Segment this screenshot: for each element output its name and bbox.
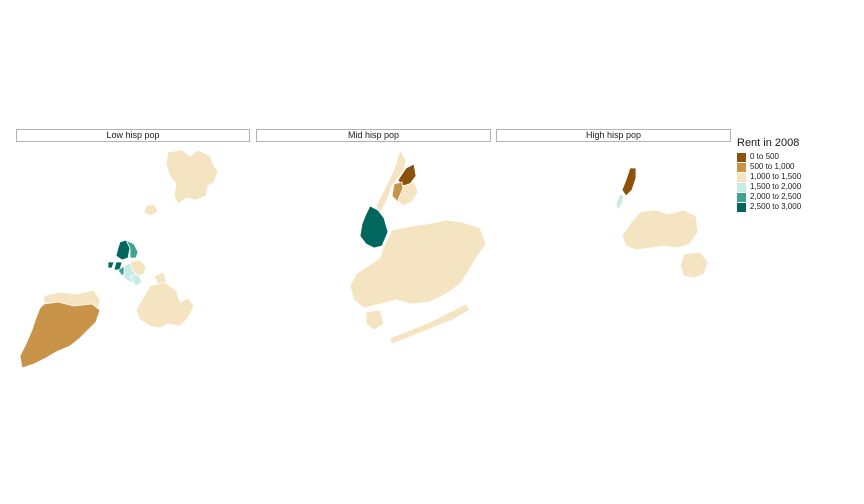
region-mid-rockaway [389, 303, 471, 345]
legend-label: 1,500 to 2,000 [750, 182, 802, 191]
legend-label: 500 to 1,000 [750, 162, 795, 171]
legend-item: 500 to 1,000 [737, 162, 801, 172]
region-low-small [143, 203, 159, 217]
legend-key [737, 172, 746, 182]
region-low-manhattan-b [107, 261, 115, 269]
legend-label: 0 to 500 [750, 152, 779, 161]
legend-key [737, 152, 746, 162]
legend-item: 1,500 to 2,000 [737, 182, 801, 192]
region-mid-bronx-light [375, 149, 407, 215]
region-low-staten [19, 301, 101, 369]
panel-strip-mid: Mid hisp pop [256, 129, 491, 142]
map-panel-high [615, 167, 709, 279]
region-high-brooklyn [621, 209, 699, 251]
legend-item: 1,000 to 1,500 [737, 172, 801, 182]
region-mid-manhattan [359, 205, 389, 249]
region-low-lightteal-b [129, 273, 143, 287]
panel-strip-high: High hisp pop [496, 129, 731, 142]
legend-label: 2,500 to 3,000 [750, 202, 802, 211]
legend-title: Rent in 2008 [737, 137, 800, 149]
map-panel-low [19, 149, 219, 369]
legend-label: 2,000 to 2,500 [750, 192, 802, 201]
region-low-brooklyn [135, 281, 195, 329]
region-low-queens [129, 259, 147, 277]
legend-item: 2,500 to 3,000 [737, 202, 801, 212]
legend-label: 1,000 to 1,500 [750, 172, 802, 181]
region-low-teal [125, 239, 139, 259]
legend: Rent in 2008 0 to 500 500 to 1,000 1,000… [737, 137, 801, 212]
map-panel-mid [349, 149, 487, 345]
region-low-small2 [153, 271, 167, 285]
panel-strip-low: Low hisp pop [16, 129, 250, 142]
region-mid-south [365, 309, 385, 331]
legend-item: 0 to 500 [737, 152, 801, 162]
legend-key [737, 192, 746, 202]
region-high-queens [679, 251, 709, 279]
legend-key [737, 182, 746, 192]
legend-key [737, 202, 746, 212]
region-high-manhattan [621, 167, 637, 197]
region-mid-bronx-light2 [397, 181, 419, 207]
legend-item: 2,000 to 2,500 [737, 192, 801, 202]
legend-key [737, 162, 746, 172]
region-mid-brooklyn-queens [349, 219, 487, 309]
region-low-bronx [165, 149, 219, 205]
region-high-manhattan-light [615, 193, 625, 211]
